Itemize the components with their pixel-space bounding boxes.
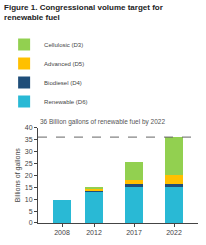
svg-text:2022: 2022 bbox=[166, 229, 182, 236]
svg-text:0: 0 bbox=[29, 219, 33, 226]
svg-text:2008: 2008 bbox=[54, 229, 70, 236]
svg-text:5: 5 bbox=[29, 208, 33, 215]
svg-text:10: 10 bbox=[25, 196, 33, 203]
svg-text:Renewable (D6): Renewable (D6) bbox=[44, 99, 87, 105]
svg-text:Advanced (D5): Advanced (D5) bbox=[44, 61, 84, 67]
svg-text:15: 15 bbox=[25, 184, 33, 191]
svg-text:25: 25 bbox=[25, 160, 33, 167]
svg-text:36 Billion gallons of renewabl: 36 Billion gallons of renewable fuel by … bbox=[40, 118, 165, 126]
svg-text:2012: 2012 bbox=[86, 229, 102, 236]
svg-text:Cellulosic (D3): Cellulosic (D3) bbox=[44, 42, 83, 48]
svg-text:Billions of gallons: Billions of gallons bbox=[14, 148, 22, 203]
svg-text:2017: 2017 bbox=[126, 229, 142, 236]
svg-text:20: 20 bbox=[25, 172, 33, 179]
svg-text:Biodiesel (D4): Biodiesel (D4) bbox=[44, 80, 82, 86]
svg-text:Figure 1. Congressional volume: Figure 1. Congressional volume target fo… bbox=[4, 3, 163, 22]
svg-text:40: 40 bbox=[25, 124, 33, 131]
svg-text:30: 30 bbox=[25, 148, 33, 155]
svg-text:35: 35 bbox=[25, 136, 33, 143]
